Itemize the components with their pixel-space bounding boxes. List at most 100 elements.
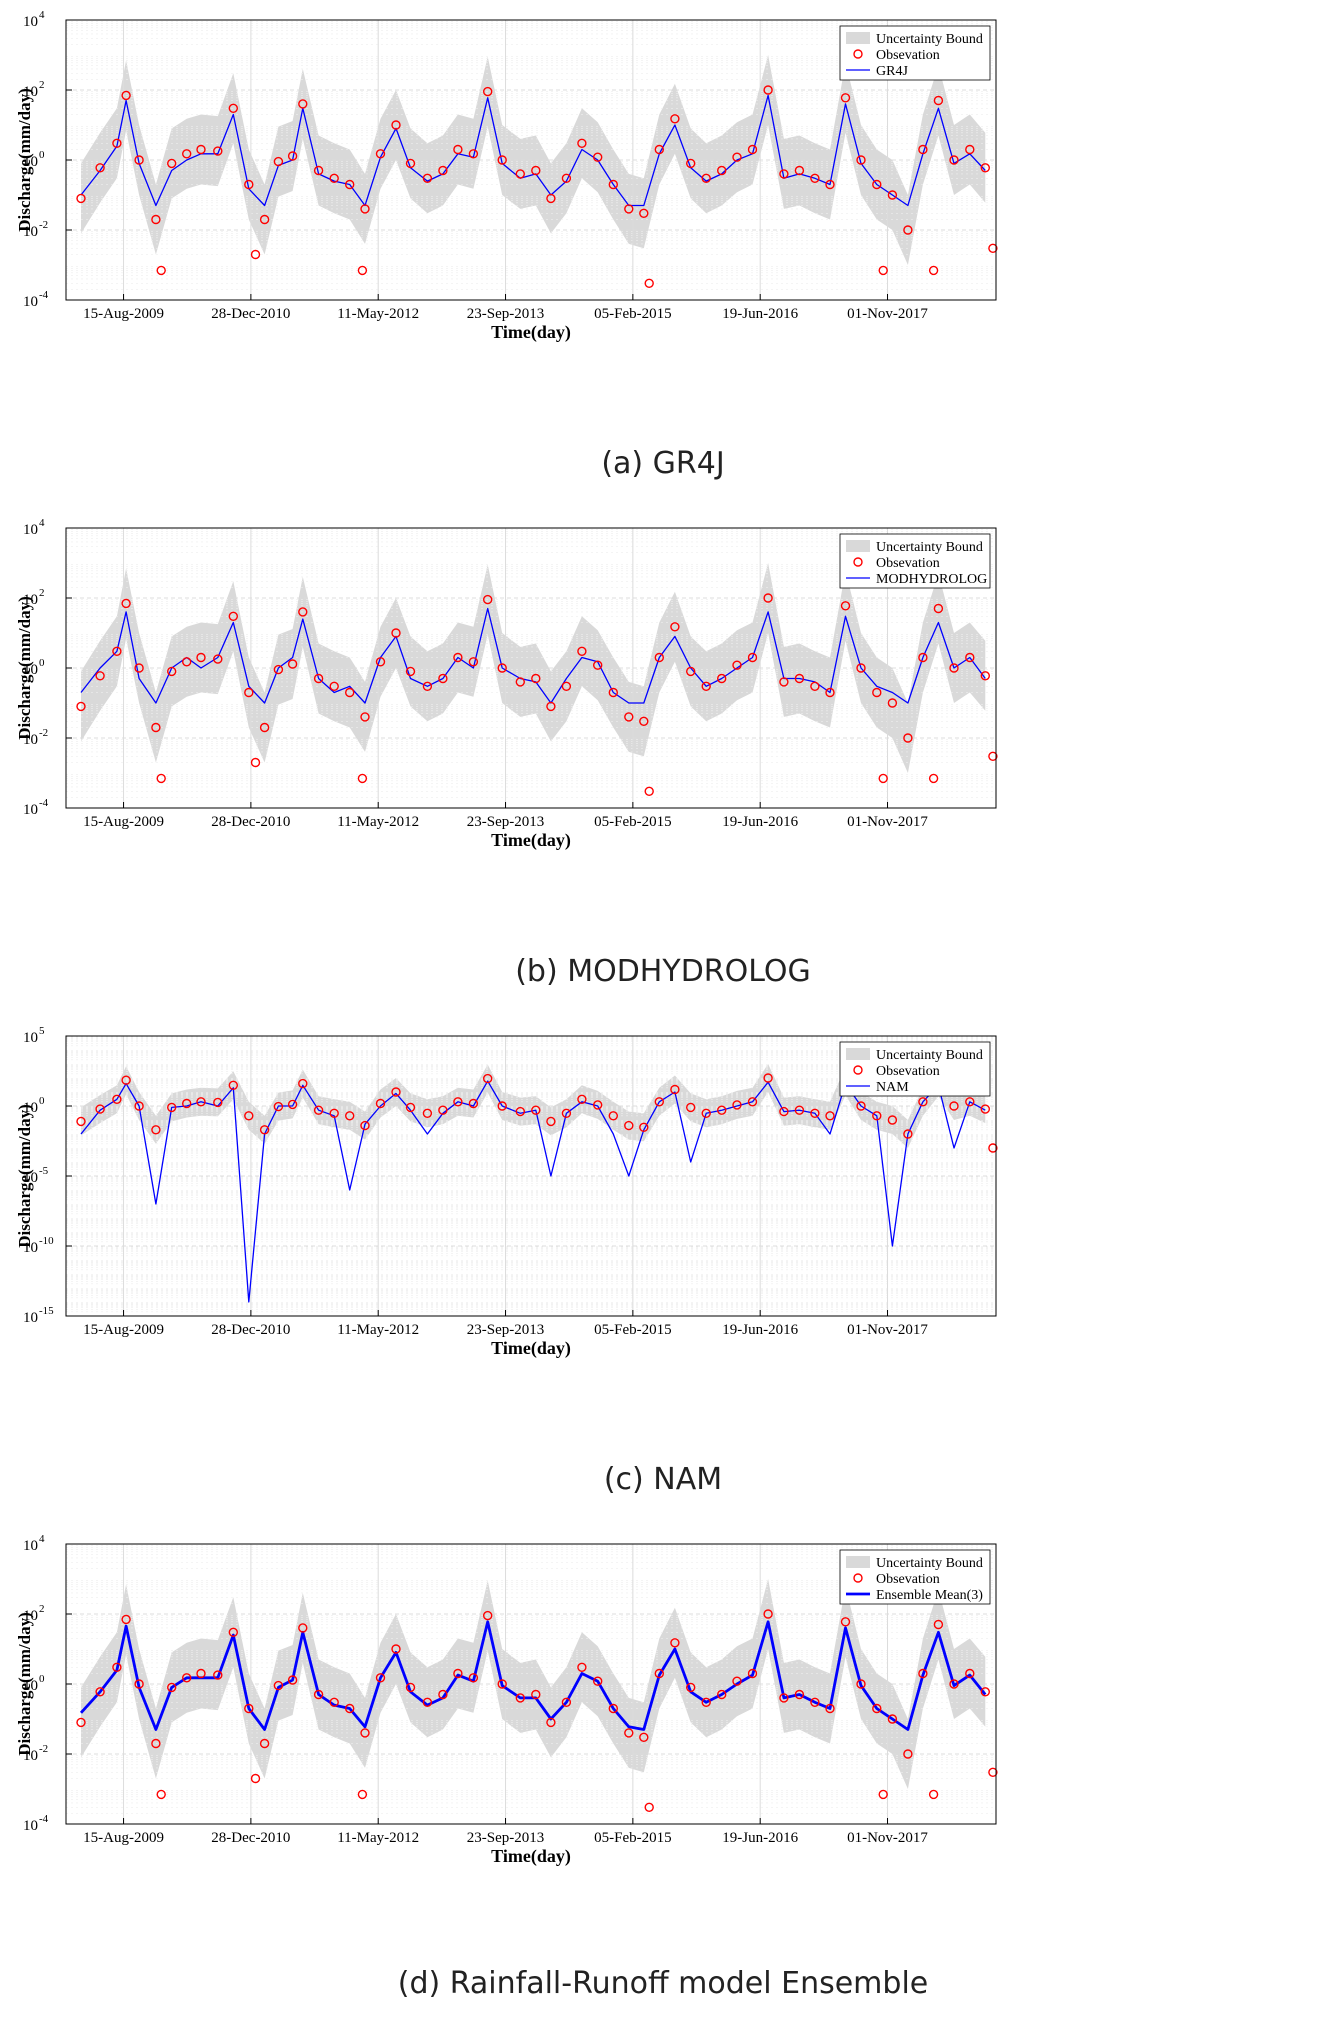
observation-outlier-point [156, 1789, 166, 1800]
y-tick-label: 10 4 [23, 1533, 45, 1554]
legend-label: Uncertainty Bound [876, 540, 983, 555]
observation-point [949, 1679, 959, 1689]
observation-point [980, 1687, 990, 1697]
legend-swatch-observation [853, 1065, 863, 1075]
observation-point [654, 144, 664, 155]
observation-outlier-point [988, 751, 998, 762]
observation-point [213, 146, 223, 156]
observation-point [546, 1717, 556, 1728]
observation-point [134, 1679, 144, 1689]
observation-point [965, 144, 975, 155]
observation-point [287, 659, 298, 669]
observation-point [887, 1115, 898, 1125]
x-tick-label: 15-Aug-2009 [83, 1830, 164, 1846]
observation-point [453, 652, 463, 663]
observation-outlier-point [988, 1767, 998, 1778]
observation-point [213, 1097, 223, 1108]
observation-point [779, 169, 789, 179]
observation-point [134, 663, 144, 673]
observation-point [391, 1087, 401, 1097]
observation-point [593, 152, 603, 162]
observation-point [497, 1679, 507, 1689]
observation-point [360, 1728, 370, 1738]
x-axis-label: Time(day) [491, 1338, 571, 1359]
model-line [80, 94, 986, 207]
y-tick-label: 10 -15 [23, 1305, 54, 1326]
observation-point [577, 1094, 587, 1105]
observation-point [840, 93, 851, 103]
observation-point [287, 1675, 298, 1685]
observation-point [856, 663, 866, 673]
observation-point [345, 1111, 355, 1121]
observation-point [497, 155, 507, 165]
observation-point [375, 657, 386, 667]
x-tick-label: 05-Feb-2015 [594, 1830, 672, 1846]
observation-point [980, 163, 990, 173]
observation-point [134, 155, 144, 165]
x-tick-label: 15-Aug-2009 [83, 1322, 164, 1338]
x-tick-label: 01-Nov-2017 [847, 1322, 928, 1338]
y-tick-label: 10 -5 [23, 1165, 49, 1186]
y-tick-label: 10 -4 [23, 797, 49, 818]
observation-point [949, 663, 959, 673]
observation-point [624, 712, 634, 722]
observation-point [121, 1614, 131, 1625]
legend-swatch-observation [853, 1573, 863, 1583]
observation-point [360, 204, 370, 214]
observation-point [624, 204, 634, 214]
observation-outlier-point [644, 1802, 654, 1812]
observation-point [375, 149, 386, 159]
x-tick-label: 01-Nov-2017 [847, 1830, 928, 1846]
observation-point [259, 1125, 270, 1135]
legend-swatch-band [846, 1556, 870, 1568]
x-tick-label: 23-Sep-2013 [467, 814, 545, 830]
y-tick-base: 10 [23, 1538, 38, 1554]
observation-point [181, 1098, 192, 1109]
observation-point [670, 1638, 680, 1648]
x-tick-label: 15-Aug-2009 [83, 306, 164, 322]
observation-point [639, 1122, 649, 1133]
observation-point [151, 1125, 161, 1135]
observation-outlier-point [250, 249, 261, 260]
x-axis-label: Time(day) [491, 1846, 571, 1867]
observation-point [405, 1682, 416, 1693]
observation-point [980, 1104, 990, 1114]
observation-point [903, 1129, 913, 1139]
observation-point [856, 155, 866, 165]
x-tick-label: 28-Dec-2010 [211, 1830, 290, 1846]
observation-point [887, 1714, 898, 1724]
observation-point [639, 1732, 649, 1743]
x-tick-label: 28-Dec-2010 [211, 814, 290, 830]
observation-point [313, 1105, 324, 1115]
observation-outlier-point [878, 265, 888, 276]
y-tick-exponent: 4 [39, 1533, 45, 1545]
observation-point [405, 666, 416, 677]
observation-point [228, 1627, 239, 1638]
legend-label: Obsevation [876, 1572, 940, 1587]
y-tick-label: 10 5 [23, 1025, 45, 1046]
caption-b: (b) MODHYDROLOG [515, 954, 811, 989]
observation-point [763, 85, 773, 95]
y-axis-label: Discharge(mm/day) [15, 596, 34, 740]
x-tick-label: 11-May-2012 [337, 1322, 419, 1338]
y-tick-base: 10 [23, 1170, 38, 1186]
observation-point [273, 1101, 284, 1112]
y-tick-label: 10 4 [23, 9, 45, 30]
x-axis-label: Time(day) [491, 322, 571, 343]
y-tick-exponent: 4 [39, 517, 45, 529]
y-tick-exponent: 0 [39, 657, 45, 669]
legend-label: Obsevation [876, 1064, 940, 1079]
observation-point [531, 1105, 541, 1115]
model-line [79, 1620, 987, 1731]
x-axis-label: Time(day) [491, 830, 571, 851]
observation-point [593, 1100, 603, 1110]
y-tick-label: 10 -10 [23, 1235, 54, 1256]
y-tick-exponent: -2 [39, 219, 48, 231]
y-axis-label: Discharge(mm/day) [15, 88, 34, 232]
observation-point [259, 722, 270, 733]
observation-point [345, 687, 355, 698]
observation-point [298, 99, 308, 109]
